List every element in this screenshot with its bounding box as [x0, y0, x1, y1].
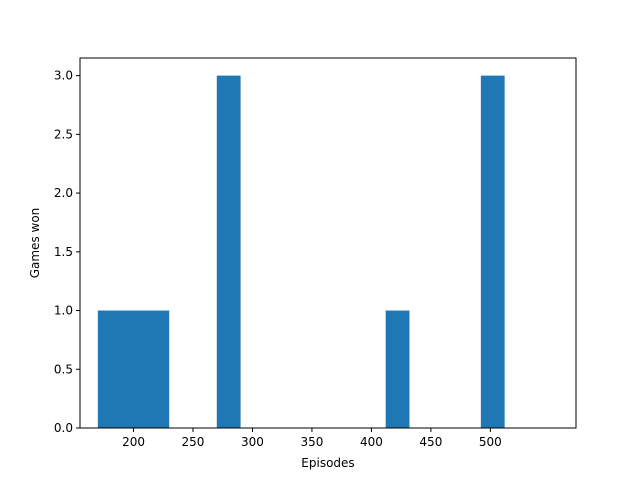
- bar-2: [216, 75, 241, 428]
- x-axis-label: Episodes: [301, 456, 354, 470]
- x-tick-label: 500: [479, 435, 502, 449]
- bar-4: [480, 75, 505, 428]
- x-tick-label: 250: [182, 435, 205, 449]
- y-tick-label: 0.0: [54, 421, 73, 435]
- y-tick-label: 2.0: [54, 186, 73, 200]
- y-tick-label: 1.0: [54, 304, 73, 318]
- x-tick-label: 200: [122, 435, 145, 449]
- plot-frame: [79, 57, 577, 429]
- bars-group: [97, 75, 505, 428]
- y-axis-label: Games won: [28, 208, 42, 279]
- bar-1: [97, 310, 170, 428]
- x-tick-label: 450: [419, 435, 442, 449]
- x-axis-ticks: 200 250 300 350 400 450 500: [122, 428, 502, 449]
- x-tick-label: 400: [360, 435, 383, 449]
- y-tick-label: 2.5: [54, 127, 73, 141]
- y-axis-ticks: 0.0 0.5 1.0 1.5 2.0 2.5 3.0: [54, 69, 80, 435]
- y-tick-label: 0.5: [54, 362, 73, 376]
- y-tick-label: 3.0: [54, 69, 73, 83]
- bar-3: [385, 310, 410, 428]
- y-tick-label: 1.5: [54, 245, 73, 259]
- x-tick-label: 300: [241, 435, 264, 449]
- x-tick-label: 350: [300, 435, 323, 449]
